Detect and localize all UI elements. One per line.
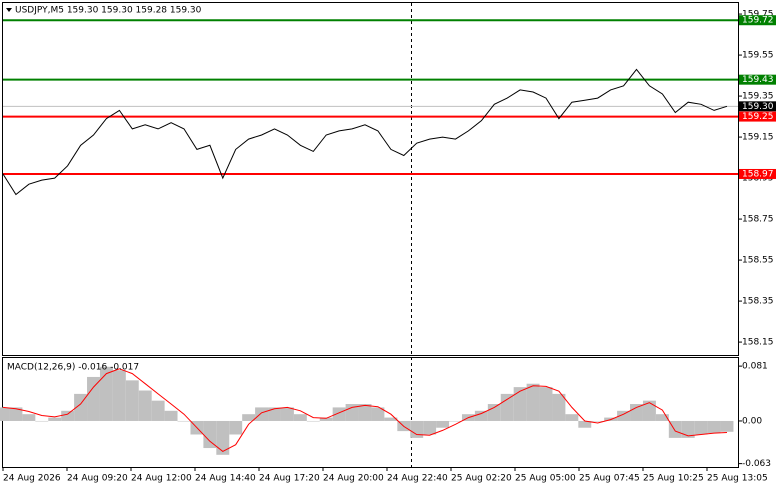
histogram-bar [513, 387, 527, 421]
histogram-bar [87, 376, 100, 421]
histogram-bar [0, 407, 10, 421]
x-tick-label: 25 Aug 07:45 [579, 474, 640, 484]
x-tick-label: 25 Aug 02:20 [451, 474, 512, 484]
histogram-bar [552, 393, 566, 421]
histogram-bar [203, 420, 217, 449]
x-tick-label: 24 Aug 20:00 [323, 474, 384, 484]
histogram-bar [720, 420, 734, 432]
histogram-bar [242, 414, 256, 421]
histogram-bar [474, 410, 488, 421]
histogram-bar [617, 410, 631, 421]
x-tick-label: 24 Aug 12:00 [131, 474, 192, 484]
histogram-bar [500, 393, 514, 421]
x-tick-label: 24 Aug 22:40 [387, 474, 448, 484]
histogram-bar [578, 420, 592, 428]
level-label: 159.72 [742, 16, 774, 26]
y-tick-label: 159.55 [742, 51, 774, 61]
histogram-bar [216, 420, 230, 455]
level-box [739, 74, 776, 85]
y-tick-label: 159.75 [742, 10, 774, 20]
histogram-bar [423, 420, 437, 435]
histogram-bar [449, 420, 462, 422]
histogram-bar [694, 420, 708, 435]
histogram-bar [565, 414, 579, 421]
price-title: USDJPY,M5 159.30 159.30 159.28 159.30 [15, 6, 202, 16]
level-box [739, 111, 776, 122]
histogram-bar [707, 420, 721, 434]
current-price-label: 159.30 [742, 102, 774, 112]
histogram-bar [293, 414, 307, 421]
macd-title: MACD(12,26,9) -0.016 -0.017 [7, 363, 139, 373]
histogram-bar [306, 420, 320, 422]
histogram-bar [138, 390, 152, 421]
y-tick-label: -0.063 [742, 459, 771, 469]
histogram-bar [384, 417, 398, 421]
histogram-bar [61, 410, 75, 421]
x-tick-label: 24 Aug 14:40 [195, 474, 256, 484]
histogram-bar [74, 393, 88, 421]
histogram-bar [358, 404, 372, 421]
histogram-bar [539, 387, 553, 421]
histogram-bar [487, 404, 501, 421]
level-label: 158.97 [742, 169, 774, 179]
histogram-bar [630, 404, 643, 421]
histogram-bar [681, 420, 695, 438]
histogram-bar [22, 414, 36, 421]
x-tick-label: 25 Aug 10:25 [643, 474, 704, 484]
y-tick-label: 158.55 [742, 256, 774, 266]
signal-line [2, 368, 728, 452]
y-tick-label: 0.081 [742, 362, 768, 372]
x-tick-label: 24 Aug 09:20 [67, 474, 128, 484]
collapse-icon [6, 8, 12, 12]
y-tick-label: 158.35 [742, 297, 774, 307]
level-box [739, 15, 776, 26]
price-panel-frame [2, 2, 739, 356]
histogram-bar [526, 383, 540, 421]
histogram-bar [9, 407, 23, 421]
y-tick-label: 159.35 [742, 92, 774, 102]
histogram-bar [332, 407, 346, 421]
histogram-bar [319, 417, 333, 421]
histogram-bar [177, 420, 191, 422]
histogram-bar [255, 407, 269, 421]
histogram-bar [99, 366, 113, 421]
x-tick-label: 24 Aug 17:20 [259, 474, 320, 484]
histogram-bar [268, 407, 281, 421]
y-tick-label: 0.00 [742, 416, 762, 426]
histogram-bar [655, 414, 669, 421]
histogram-bar [410, 420, 424, 438]
level-label: 159.25 [742, 112, 774, 122]
histogram-bar [436, 420, 450, 428]
histogram-bar [642, 400, 656, 421]
histogram-bar [112, 370, 126, 421]
current-price-box [739, 101, 776, 112]
histogram-bar [125, 380, 139, 421]
y-tick-label: 158.75 [742, 215, 774, 225]
x-tick-label: 25 Aug 05:00 [515, 474, 576, 484]
histogram-bar [48, 417, 62, 421]
histogram-bar [280, 407, 294, 421]
histogram-bar [229, 420, 243, 435]
y-tick-label: 159.15 [742, 133, 774, 143]
price-line [2, 68, 728, 196]
histogram-bar [371, 407, 385, 421]
histogram-bar [35, 420, 49, 422]
y-tick-label: 158.15 [742, 338, 774, 348]
histogram-bar [151, 400, 165, 421]
level-label: 159.43 [742, 75, 774, 85]
histogram-bar [164, 410, 178, 421]
level-box [739, 168, 776, 179]
x-tick-label: 25 Aug 13:05 [707, 474, 768, 484]
histogram-bar [591, 420, 605, 422]
x-tick-label: 24 Aug 2026 [3, 474, 61, 484]
